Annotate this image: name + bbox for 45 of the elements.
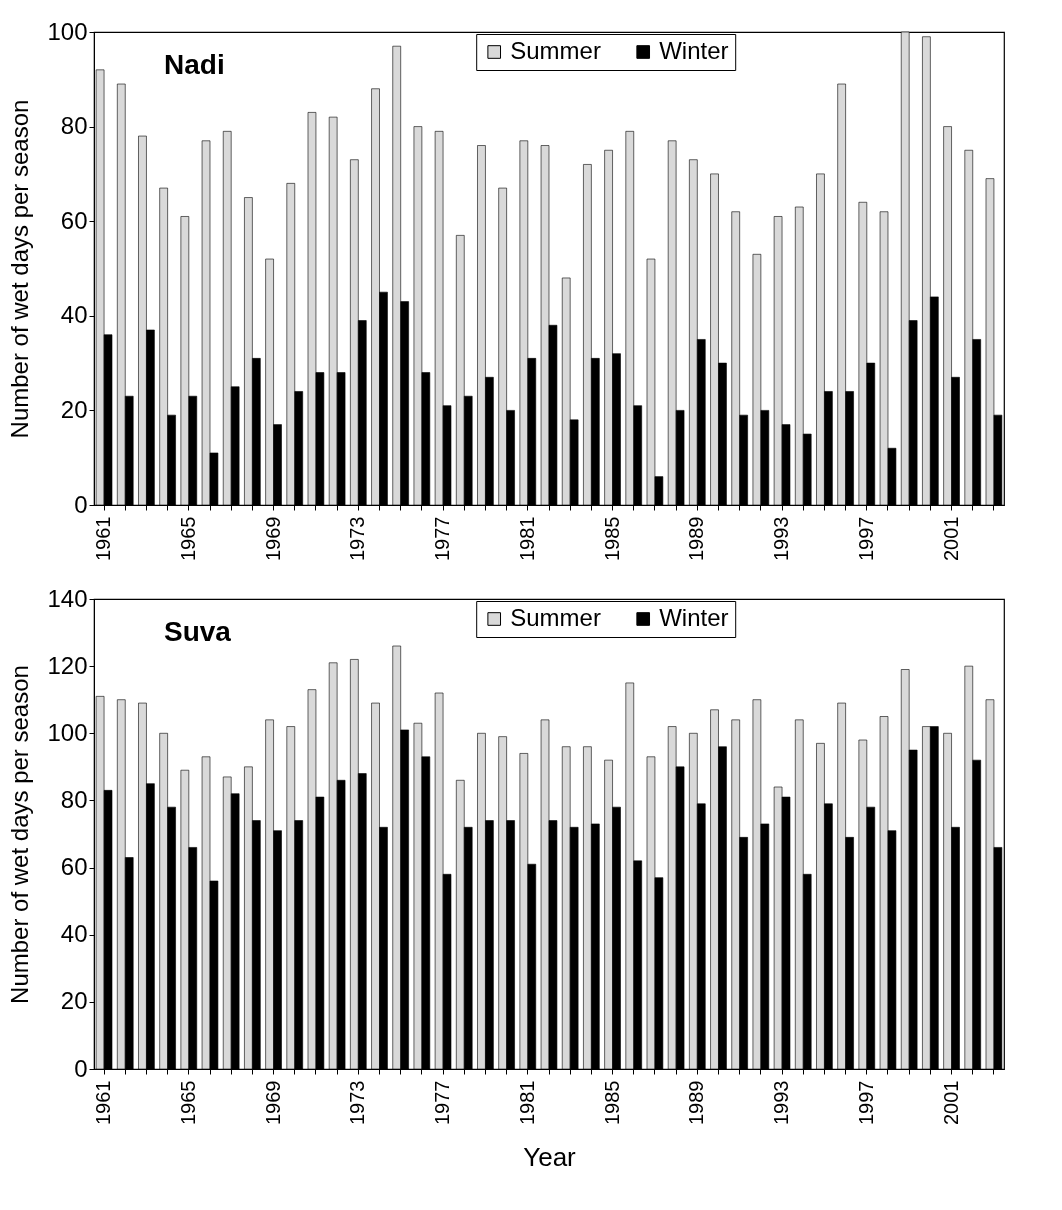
x-tick-label: 1977 [431,516,454,561]
legend-label: Summer [510,37,601,64]
y-tick-label: 40 [60,301,88,329]
legend-label: Winter [659,37,729,64]
y-tick-label: 40 [60,920,88,948]
x-tick-label: 1977 [431,1080,454,1125]
y-tick-label: 20 [60,395,88,423]
text: Suva [164,616,232,647]
x-tick-label: 1997 [854,516,877,561]
y-tick-label: 120 [47,651,88,679]
y-tick-label: 60 [60,853,88,881]
x-tick-label: 1997 [854,1080,877,1125]
legend-label: Summer [510,604,601,631]
x-tick-label: 1969 [261,1080,284,1125]
x-tick-label: 1973 [346,516,369,561]
y-tick-label: 0 [74,1054,88,1082]
x-tick-label: 1985 [600,1080,623,1125]
y-tick-label: 20 [60,987,88,1015]
y-axis-title: Number of wet days per season [6,99,34,439]
y-tick-label: 0 [74,490,88,518]
x-tick-label: 1961 [92,516,115,561]
y-axis-title: Number of wet days per season [6,665,34,1004]
x-tick-label: 1981 [515,516,538,561]
x-tick-label: 1993 [770,516,793,561]
x-tick-label: 1989 [685,516,708,561]
y-tick-label: 80 [60,112,88,140]
x-tick-label: 2001 [939,1080,962,1125]
x-tick-label: 1965 [176,1080,199,1125]
text: Nadi [164,49,225,80]
x-tick-label: 1993 [770,1080,793,1125]
x-tick-label: 1973 [346,1080,369,1125]
y-tick-label: 100 [47,718,88,746]
x-tick-label: 1965 [176,516,199,561]
y-tick-label: 60 [60,206,88,234]
x-tick-label: 1969 [261,516,284,561]
x-tick-label: 2001 [939,516,962,561]
x-tick-label: 1985 [600,516,623,561]
x-tick-label: 1981 [515,1080,538,1125]
x-tick-label: 1961 [92,1080,115,1125]
y-tick-label: 100 [47,17,88,45]
x-tick-label: 1989 [685,1080,708,1125]
legend-label: Winter [659,604,729,631]
y-tick-label: 80 [60,785,88,813]
y-tick-label: 140 [47,584,88,612]
x-axis-title: Year [523,1141,577,1172]
